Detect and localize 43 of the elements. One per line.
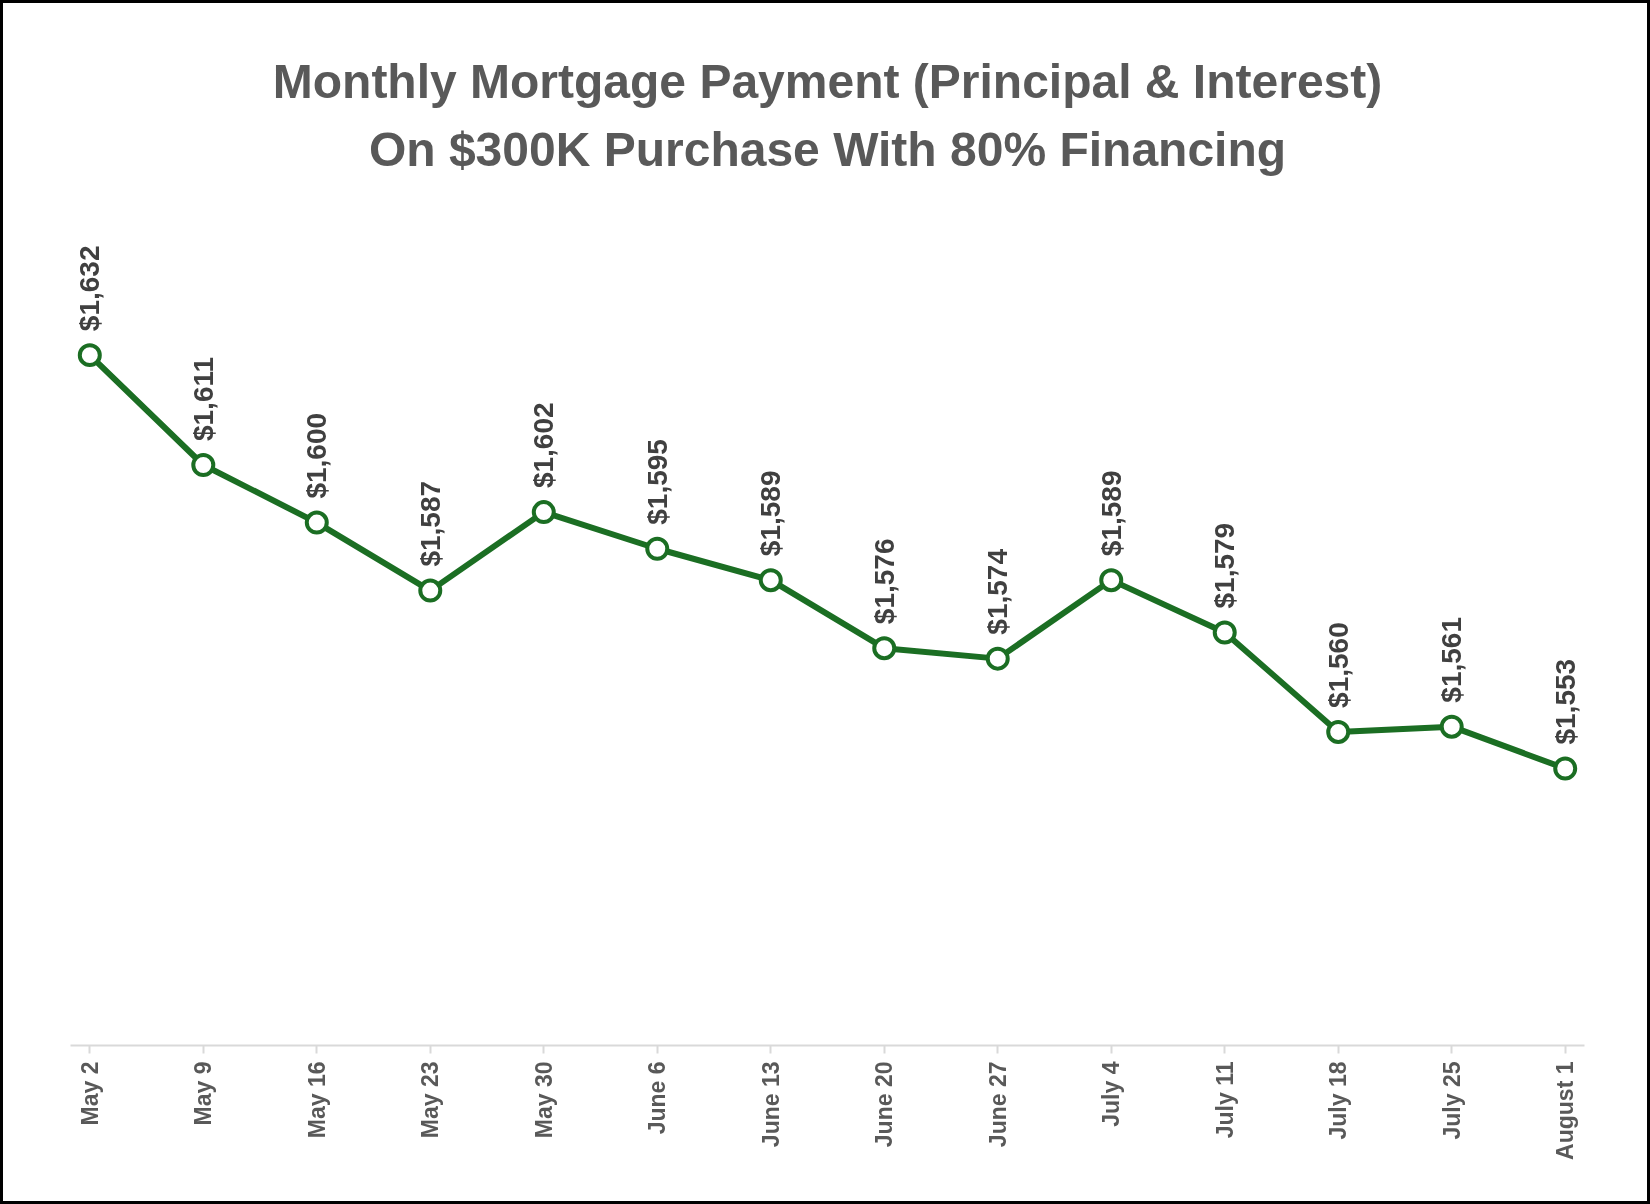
point — [1212, 620, 1237, 645]
x-tick-label: May 9 — [190, 1061, 217, 1126]
data-label: $1,595 — [641, 439, 673, 525]
point — [1326, 719, 1351, 744]
point — [872, 636, 897, 661]
data-label: $1,561 — [1436, 617, 1468, 703]
data-label: $1,560 — [1322, 622, 1354, 708]
point — [645, 536, 670, 561]
x-tick-label: June 13 — [757, 1061, 784, 1148]
x-tick-label: June 27 — [984, 1061, 1011, 1148]
x-tick-label: June 20 — [871, 1061, 898, 1148]
x-tick-label: August 1 — [1552, 1061, 1579, 1160]
data-label: $1,553 — [1549, 658, 1581, 745]
x-tick-label: July 25 — [1438, 1061, 1465, 1140]
data-label: $1,574 — [982, 548, 1014, 635]
point — [985, 646, 1010, 671]
point — [1553, 756, 1578, 781]
point — [191, 453, 216, 477]
x-tick-label: July 11 — [1211, 1061, 1238, 1139]
data-label: $1,589 — [1095, 470, 1127, 557]
chart-title: Monthly Mortgage Payment (Principal & Interest) On $300K Purchase With 80% Financing — [272, 54, 1383, 177]
data-label: $1,579 — [1209, 522, 1241, 609]
data-label: $1,587 — [414, 480, 446, 567]
x-tick-label: May 16 — [303, 1061, 330, 1139]
x-tick-label: July 4 — [1098, 1061, 1125, 1127]
point — [758, 568, 783, 593]
point — [1099, 568, 1124, 593]
point — [1439, 714, 1464, 739]
data-label: $1,589 — [755, 470, 787, 557]
x-tick-label: May 23 — [417, 1061, 444, 1139]
x-tick-label: June 6 — [644, 1061, 671, 1135]
x-tick-label: July 18 — [1325, 1061, 1352, 1140]
point — [418, 578, 443, 603]
data-label: $1,632 — [74, 245, 106, 332]
data-label: $1,600 — [301, 412, 333, 499]
point — [531, 500, 556, 525]
data-label: $1,602 — [528, 402, 560, 489]
data-label: $1,611 — [187, 356, 219, 442]
data-label: $1,576 — [868, 538, 900, 625]
point — [304, 510, 329, 535]
point — [77, 343, 102, 368]
x-tick-label: May 30 — [530, 1061, 557, 1139]
x-tick-label: May 2 — [76, 1061, 103, 1126]
